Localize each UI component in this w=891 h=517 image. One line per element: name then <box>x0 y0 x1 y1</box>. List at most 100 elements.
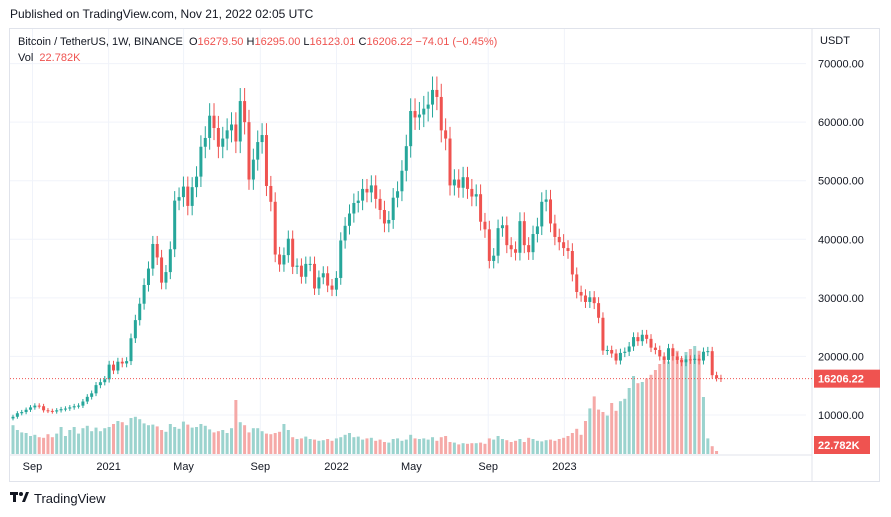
candle-body <box>409 111 413 147</box>
candle-body <box>667 348 670 360</box>
candle-body <box>168 249 172 273</box>
volume-bar <box>90 431 94 454</box>
volume-bar <box>85 425 89 454</box>
volume-bar <box>138 419 142 454</box>
volume-bar <box>697 350 701 454</box>
candle-body <box>125 361 129 364</box>
last-price-label: 16206.22 <box>818 374 864 386</box>
volume-bar <box>212 432 216 454</box>
volume-bar <box>361 439 365 454</box>
volume-bar <box>225 433 229 454</box>
candle-body <box>549 199 553 224</box>
volume-bar <box>640 382 644 454</box>
volume-bar <box>177 428 181 454</box>
candle-body <box>282 255 286 265</box>
x-tick-label: May <box>401 461 422 473</box>
candle-body <box>715 375 719 379</box>
volume-bar <box>304 436 308 454</box>
volume-bar <box>623 398 627 454</box>
candle-body <box>151 243 155 269</box>
y-tick-label: 10000.00 <box>818 410 864 422</box>
volume-bar <box>483 443 487 454</box>
candle-body <box>387 219 391 224</box>
x-tick-label: Sep <box>251 461 271 473</box>
tradingview-logo-icon <box>10 491 30 506</box>
volume-bar <box>151 424 155 454</box>
volume-bar <box>77 433 81 454</box>
volume-bar <box>439 437 443 454</box>
candle-body <box>719 378 723 380</box>
candle-body <box>347 213 351 226</box>
candle-body <box>636 337 640 342</box>
candle-body <box>588 297 592 302</box>
candle-body <box>461 177 465 188</box>
volume-bar <box>203 425 207 454</box>
candle-body <box>55 410 59 412</box>
candle-body <box>195 176 199 188</box>
volume-bar <box>382 442 386 454</box>
candle-body <box>671 348 675 357</box>
candle-body <box>15 413 19 417</box>
candle-body <box>50 410 54 412</box>
candle-body <box>610 349 614 354</box>
candle-body <box>566 248 570 252</box>
volume-bar <box>592 396 596 454</box>
candle-body <box>330 285 334 290</box>
candle-body <box>181 186 185 198</box>
volume-bar <box>618 401 622 454</box>
volume-bar <box>155 426 159 454</box>
candle-body <box>514 249 518 253</box>
tradingview-branding[interactable]: TradingView <box>10 491 106 506</box>
candle-body <box>675 356 679 360</box>
volume-bar <box>645 378 649 454</box>
candle-body <box>500 225 504 229</box>
volume-bar <box>544 440 548 454</box>
volume-bar <box>369 437 373 454</box>
candle-body <box>286 238 290 256</box>
volume-bar <box>164 431 168 454</box>
candle-body <box>352 202 356 214</box>
candle-body <box>264 135 268 186</box>
candle-body <box>710 351 714 376</box>
candle-body <box>326 273 330 286</box>
volume-bar <box>186 424 190 454</box>
candle-body <box>378 198 382 211</box>
candle-body <box>404 146 408 171</box>
candle-body <box>129 338 133 362</box>
volume-bar <box>579 434 583 454</box>
y-tick-label: 70000.00 <box>818 59 864 71</box>
volume-bar <box>326 439 330 454</box>
volume-bar <box>72 427 76 454</box>
legend-low: 16123.01 <box>309 36 356 48</box>
legend-vol-value: 22.782K <box>39 52 81 64</box>
candle-body <box>81 401 85 406</box>
candle-body <box>426 104 430 109</box>
volume-bar <box>540 441 544 454</box>
volume-bar <box>129 418 133 454</box>
volume-bar <box>496 436 500 454</box>
volume-bar <box>605 415 609 454</box>
volume-bar <box>146 425 150 454</box>
candle-body <box>221 138 225 147</box>
candle-body <box>553 223 557 237</box>
candle-body <box>649 338 653 348</box>
volume-bar <box>706 438 710 454</box>
volume-bar <box>671 356 675 454</box>
volume-bar <box>24 433 28 454</box>
candle-body <box>562 242 566 249</box>
volume-bar <box>195 427 199 454</box>
candle-body <box>173 200 177 250</box>
volume-bar <box>684 352 688 454</box>
volume-bar <box>527 437 531 454</box>
candle-body <box>98 382 102 386</box>
volume-bar <box>465 443 469 454</box>
volume-bar <box>278 431 282 454</box>
candle-body <box>317 277 321 289</box>
candle-body <box>90 393 94 397</box>
candle-body <box>540 201 544 227</box>
volume-bar <box>168 424 172 454</box>
legend-vol-label: Vol <box>18 52 34 64</box>
candle-body <box>177 197 181 201</box>
candle-body <box>273 201 277 255</box>
